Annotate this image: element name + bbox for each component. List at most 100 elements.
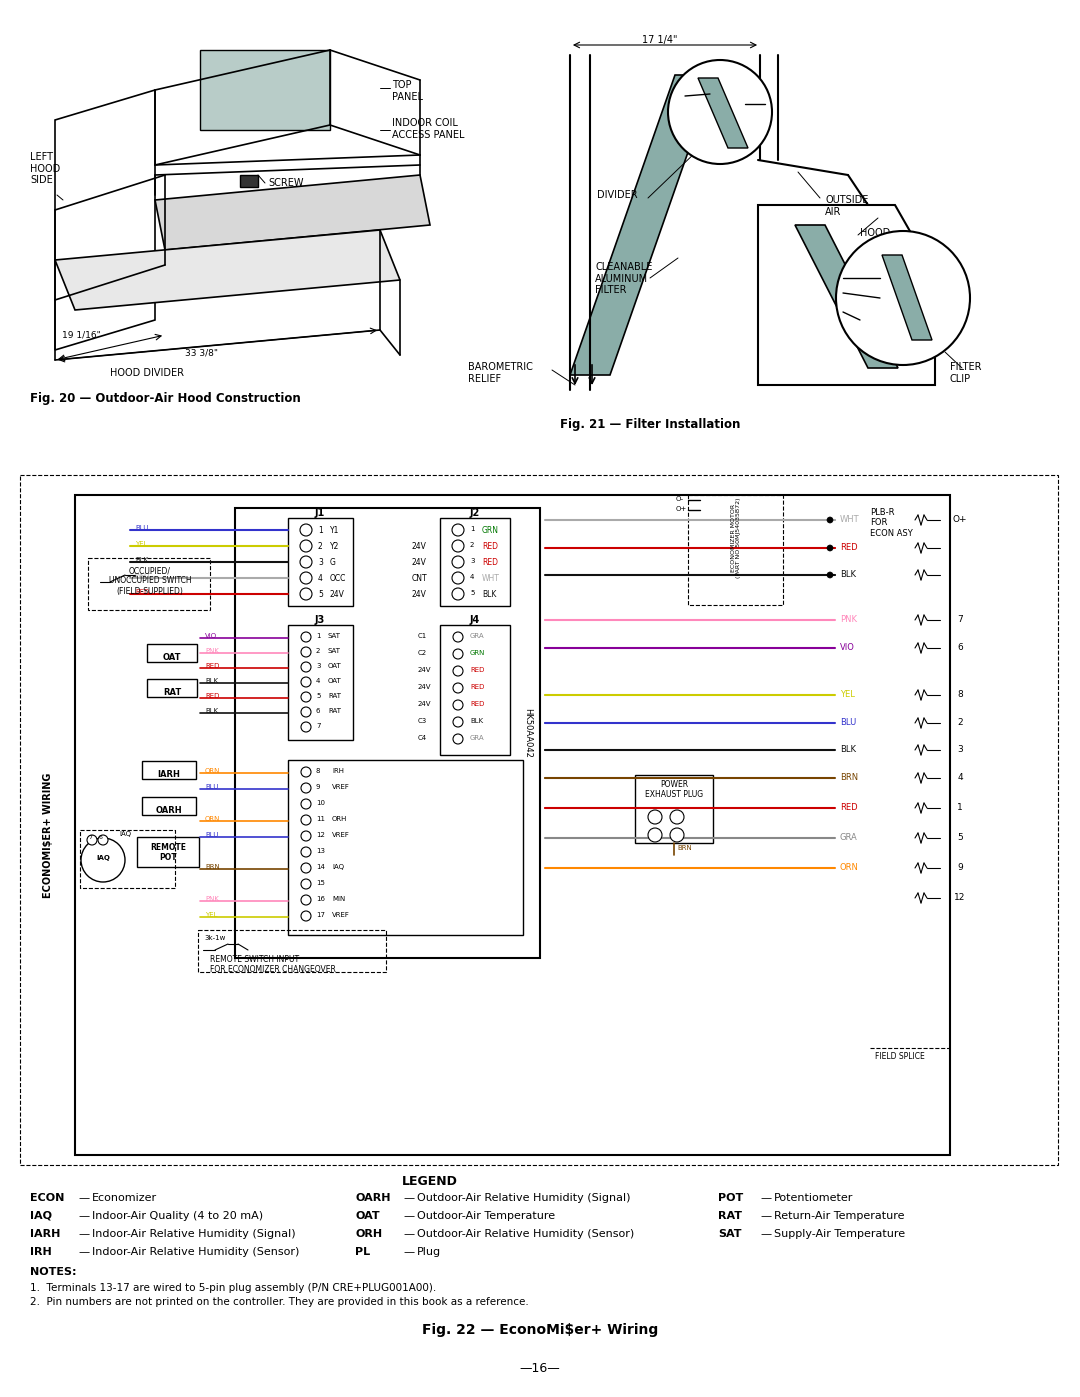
Text: Fig. 21 — Filter Installation: Fig. 21 — Filter Installation (561, 418, 741, 432)
Text: 5: 5 (957, 833, 963, 842)
Bar (240, 175, 258, 187)
Bar (440, 624, 510, 754)
Text: Indoor-Air Quality (4 to 20 mA): Indoor-Air Quality (4 to 20 mA) (92, 1211, 264, 1221)
Text: ECONOMIZER MOTOR
(PART NO 50MJ54035B72): ECONOMIZER MOTOR (PART NO 50MJ54035B72) (730, 497, 741, 578)
Text: VREF: VREF (332, 784, 350, 789)
Circle shape (301, 631, 311, 643)
Circle shape (300, 541, 312, 552)
Bar (235, 509, 540, 958)
Text: 2: 2 (318, 542, 323, 550)
Text: CLEANABLE
ALUMINUM
FILTER: CLEANABLE ALUMINUM FILTER (595, 263, 652, 295)
Text: 6: 6 (957, 643, 963, 652)
Circle shape (301, 707, 311, 717)
Text: SAT: SAT (718, 1229, 742, 1239)
Circle shape (453, 556, 464, 569)
Circle shape (301, 847, 311, 856)
Text: 1: 1 (957, 803, 963, 812)
Text: 24V: 24V (418, 685, 432, 690)
Text: PL: PL (355, 1248, 370, 1257)
Text: RED: RED (840, 543, 858, 552)
Circle shape (301, 911, 311, 921)
Text: IAQ: IAQ (96, 855, 110, 861)
Text: 24V: 24V (411, 542, 427, 550)
Text: G: G (330, 557, 336, 567)
Text: O-: O- (676, 496, 684, 502)
Text: GRA: GRA (470, 633, 485, 638)
Circle shape (301, 831, 311, 841)
Text: O+: O+ (953, 515, 968, 524)
Circle shape (301, 863, 311, 873)
Text: C3: C3 (418, 718, 428, 724)
Text: Return-Air Temperature: Return-Air Temperature (774, 1211, 905, 1221)
Text: INDOOR COIL
ACCESS PANEL: INDOOR COIL ACCESS PANEL (392, 117, 464, 140)
Circle shape (300, 588, 312, 599)
Circle shape (301, 692, 311, 703)
Text: RAT: RAT (718, 1211, 742, 1221)
Text: FIELD SPLICE: FIELD SPLICE (875, 1052, 924, 1060)
Bar (21, 475, 1058, 1165)
Text: 5: 5 (318, 590, 323, 599)
Bar (75, 495, 950, 1155)
Text: —: — (78, 1229, 90, 1239)
Text: 4: 4 (318, 574, 323, 583)
Text: IARH: IARH (30, 1229, 60, 1239)
Text: RED: RED (470, 666, 484, 673)
Text: BAROMETRIC
RELIEF: BAROMETRIC RELIEF (468, 362, 532, 384)
Circle shape (301, 647, 311, 657)
Text: ORN: ORN (205, 816, 220, 821)
Text: IAQ: IAQ (332, 863, 345, 870)
Text: 17 1/4": 17 1/4" (643, 35, 678, 45)
Text: 3: 3 (470, 557, 474, 564)
Text: 7: 7 (957, 615, 963, 624)
Circle shape (301, 879, 311, 888)
Text: MIN: MIN (332, 895, 346, 902)
Text: OAT: OAT (163, 652, 181, 662)
Text: 17: 17 (316, 912, 325, 918)
Polygon shape (55, 231, 400, 310)
Text: DIVIDER: DIVIDER (597, 190, 638, 200)
Text: WHT: WHT (482, 574, 500, 583)
Circle shape (300, 524, 312, 536)
Text: 8: 8 (957, 690, 963, 698)
Bar (288, 624, 353, 740)
Text: C1: C1 (418, 633, 428, 638)
Circle shape (301, 895, 311, 905)
Text: 4: 4 (316, 678, 321, 685)
Text: 13: 13 (316, 848, 325, 854)
Text: BLK: BLK (205, 708, 218, 714)
Text: FILTER: FILTER (855, 291, 887, 300)
Text: PNK: PNK (840, 615, 858, 624)
Text: 2: 2 (316, 648, 321, 654)
Text: O+: O+ (676, 506, 687, 511)
Circle shape (453, 733, 463, 745)
Text: Outdoor-Air Relative Humidity (Signal): Outdoor-Air Relative Humidity (Signal) (417, 1193, 631, 1203)
Circle shape (453, 683, 463, 693)
Text: BRN: BRN (840, 773, 859, 782)
Text: Indoor-Air Relative Humidity (Signal): Indoor-Air Relative Humidity (Signal) (92, 1229, 296, 1239)
Text: Supply-Air Temperature: Supply-Air Temperature (774, 1229, 905, 1239)
Circle shape (827, 571, 833, 578)
Polygon shape (882, 256, 932, 339)
Text: ECON: ECON (30, 1193, 65, 1203)
Circle shape (301, 678, 311, 687)
Text: RED: RED (205, 664, 219, 669)
Text: OARH: OARH (156, 806, 183, 814)
Text: 6: 6 (316, 708, 321, 714)
Circle shape (301, 767, 311, 777)
Text: GRN: GRN (470, 650, 485, 657)
Text: 5: 5 (316, 693, 321, 698)
Text: RAT: RAT (328, 708, 341, 714)
Circle shape (453, 588, 464, 599)
Text: YEL: YEL (135, 541, 148, 548)
Circle shape (827, 517, 833, 522)
Text: RED: RED (482, 557, 498, 567)
Bar (288, 518, 353, 606)
Text: GRA: GRA (470, 735, 485, 740)
Text: GRN: GRN (482, 527, 499, 535)
Text: YEL: YEL (840, 690, 855, 698)
Text: NOTES:: NOTES: (30, 1267, 77, 1277)
Text: Plug: Plug (417, 1248, 441, 1257)
Circle shape (301, 662, 311, 672)
Text: RAT: RAT (328, 693, 341, 698)
Text: —16—: —16— (519, 1362, 561, 1375)
